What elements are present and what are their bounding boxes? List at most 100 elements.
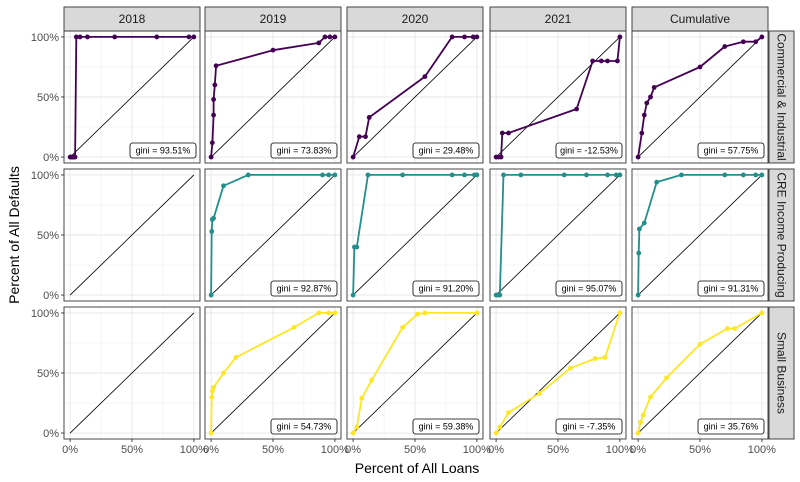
y-tick-label: 0% — [43, 290, 59, 302]
data-point-small-business-2019-2 — [209, 388, 215, 394]
data-point-cre-income-producing-2020-8 — [474, 172, 480, 178]
diagonal-reference-line — [210, 174, 336, 296]
diagonal-reference-line — [69, 36, 195, 158]
diagonal-reference-line — [352, 312, 478, 434]
data-point-small-business-2021-7 — [617, 310, 623, 316]
data-point-cre-income-producing-2019-4 — [221, 183, 226, 189]
data-point-small-business-2021-0 — [493, 430, 499, 436]
data-point-cre-income-producing-2021-7 — [605, 172, 610, 178]
data-point-commercial-industrial-2019-8 — [322, 34, 328, 40]
data-point-small-business-cumulative-8 — [759, 310, 765, 316]
column-strip-label-2018: 2018 — [119, 12, 146, 26]
panel-cre-income-producing-2021 — [490, 169, 626, 301]
column-strip-2019 — [204, 6, 342, 32]
diagonal-reference-line — [637, 36, 763, 158]
data-point-commercial-industrial-2020-7 — [470, 34, 476, 40]
x-tick-label: 50% — [262, 444, 284, 456]
ticks-layer: 0%50%100%0%50%100%0%50%100%0% 50% 100%0% 50… — [31, 32, 776, 456]
panel-border — [631, 168, 769, 302]
data-point-small-business-2019-5 — [233, 354, 239, 360]
gini-label-cre-income-producing-2021: gini = 95.07% — [562, 284, 617, 294]
x-tick-label: 50% — [547, 444, 569, 456]
data-point-commercial-industrial-2020-1 — [356, 134, 362, 140]
data-point-commercial-industrial-2020-5 — [449, 34, 455, 40]
row-strip-commercial-industrial — [768, 30, 795, 164]
diagonal-reference-line — [352, 36, 478, 158]
gini-label-small-business-2020: gini = 59.38% — [419, 422, 474, 432]
row-strip-small-business — [768, 306, 795, 440]
data-point-commercial-industrial-2019-10 — [332, 34, 338, 40]
diagonal-reference-line — [210, 36, 336, 158]
x-tick-label: 100% — [606, 444, 634, 456]
data-point-cre-income-producing-2019-7 — [326, 172, 332, 178]
data-point-commercial-industrial-2021-6 — [590, 58, 596, 64]
y-tick-label: 100% — [31, 170, 59, 182]
data-point-cre-income-producing-2019-1 — [209, 228, 215, 234]
column-strip-2018 — [63, 6, 201, 32]
data-point-commercial-industrial-2021-8 — [605, 58, 610, 64]
data-point-small-business-cumulative-3 — [648, 394, 653, 400]
data-point-small-business-2020-5 — [415, 311, 420, 317]
data-point-small-business-2021-5 — [592, 356, 598, 361]
y-tick-label: 50% — [37, 368, 59, 380]
data-point-small-business-2019-1 — [209, 394, 215, 400]
data-point-small-business-2020-1 — [354, 424, 360, 430]
diagonal-reference-line — [495, 174, 621, 296]
series-line-small-business-2019 — [210, 311, 335, 434]
data-point-cre-income-producing-cumulative-6 — [722, 172, 728, 178]
data-point-small-business-2020-2 — [359, 395, 365, 401]
data-point-cre-income-producing-2021-8 — [613, 172, 619, 178]
data-point-cre-income-producing-2019-0 — [208, 292, 214, 298]
gini-label-cre-income-producing-2020: gini = 91.20% — [419, 284, 474, 294]
gini-label-box-cre-income-producing-2021 — [555, 280, 623, 297]
data-point-small-business-2019-9 — [332, 310, 338, 316]
panel-commercial-industrial-cumulative — [632, 31, 768, 163]
data-point-commercial-industrial-2021-7 — [598, 58, 604, 64]
data-point-small-business-2021-2 — [506, 410, 511, 416]
data-point-commercial-industrial-2021-4 — [506, 130, 511, 136]
gini-label-box-small-business-2021 — [555, 418, 623, 435]
data-point-commercial-industrial-2019-1 — [209, 140, 215, 146]
x-tick-label: 0% — [630, 444, 646, 456]
data-point-cre-income-producing-cumulative-0 — [635, 292, 641, 298]
y-tick-label: 0% — [43, 152, 59, 164]
column-strip-label-cumulative: Cumulative — [670, 12, 730, 26]
x-tick-label: 50% — [121, 444, 143, 456]
data-point-cre-income-producing-2021-5 — [561, 172, 567, 178]
data-point-cre-income-producing-2021-9 — [617, 172, 623, 178]
data-point-cre-income-producing-2020-2 — [354, 244, 360, 250]
data-point-small-business-2020-7 — [474, 310, 480, 316]
column-strip-2020 — [346, 6, 484, 32]
data-point-small-business-2019-3 — [211, 385, 216, 390]
gini-label-box-commercial-industrial-cumulative — [697, 142, 765, 159]
data-point-small-business-2019-4 — [221, 370, 226, 376]
x-tick-label: 0% — [345, 444, 361, 456]
data-point-commercial-industrial-2018-6 — [77, 34, 83, 40]
x-tick-label: 100% — [321, 444, 349, 456]
y-tick-label: 100% — [31, 32, 59, 44]
data-point-commercial-industrial-cumulative-7 — [722, 44, 728, 49]
gini-label-box-cre-income-producing-2020 — [412, 280, 480, 297]
diagonal-reference-line — [69, 174, 195, 296]
data-point-commercial-industrial-2018-7 — [85, 34, 90, 40]
data-point-small-business-cumulative-0 — [635, 430, 641, 436]
data-point-commercial-industrial-cumulative-8 — [740, 39, 746, 45]
data-point-cre-income-producing-2019-8 — [332, 172, 338, 178]
data-point-commercial-industrial-cumulative-5 — [651, 84, 657, 90]
data-point-small-business-cumulative-6 — [724, 326, 730, 331]
data-point-small-business-2019-0 — [208, 430, 214, 436]
row-strip-label-cre-income-producing: CRE Income Producing — [775, 172, 789, 297]
data-point-commercial-industrial-2019-6 — [270, 47, 276, 53]
data-point-cre-income-producing-2020-3 — [365, 172, 371, 178]
column-strip-label-2019: 2019 — [260, 12, 287, 26]
gini-label-commercial-industrial-2021: gini = -12.53% — [560, 146, 618, 156]
data-point-commercial-industrial-2019-7 — [316, 40, 322, 46]
gini-label-box-small-business-2019 — [270, 418, 338, 435]
column-strip-cumulative — [631, 6, 769, 32]
diagonal-reference-line — [495, 36, 621, 158]
data-point-cre-income-producing-2020-6 — [462, 172, 467, 178]
row-strip-label-commercial-industrial: Commercial & Industrial — [775, 33, 789, 160]
data-point-commercial-industrial-2021-2 — [498, 154, 504, 160]
panel-cre-income-producing-2019 — [205, 169, 341, 301]
data-point-small-business-2021-4 — [567, 365, 573, 371]
